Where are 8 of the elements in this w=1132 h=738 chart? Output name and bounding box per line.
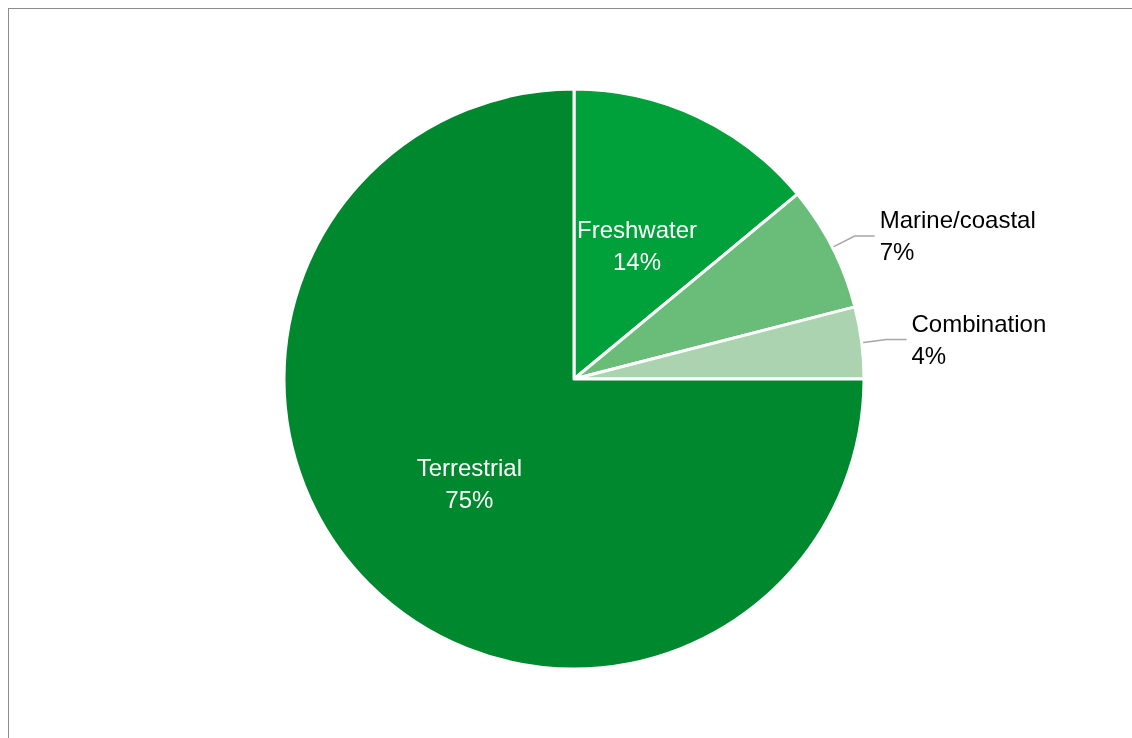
- data-label: 75%: [445, 486, 494, 514]
- slice-label: Marine/coastal: [879, 206, 1036, 234]
- slice-label: Combination: [911, 310, 1047, 338]
- data-label: 4%: [911, 342, 947, 370]
- data-label: 14%: [612, 247, 662, 275]
- data-label: 7%: [879, 238, 915, 266]
- slice-label: Terrestrial: [416, 454, 523, 482]
- slice-label: Freshwater: [576, 215, 698, 243]
